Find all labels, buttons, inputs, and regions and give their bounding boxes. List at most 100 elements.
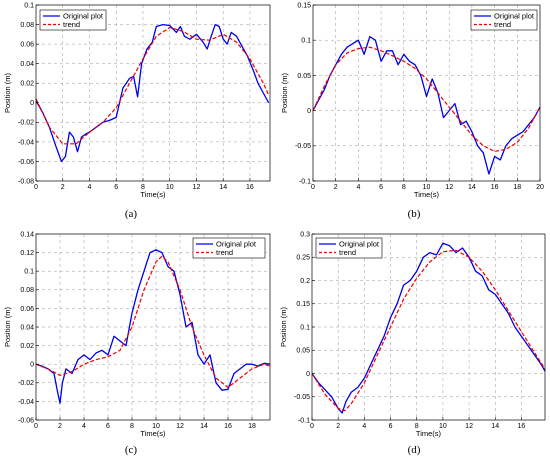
y-tick-label: 0.05 — [297, 73, 311, 80]
x-tick-label: 6 — [389, 423, 393, 430]
y-tick-label: 0.14 — [20, 231, 34, 238]
original-plot-line — [35, 249, 271, 404]
x-tick-label: 4 — [362, 423, 366, 430]
legend-box — [315, 237, 383, 259]
x-tick-label: 4 — [88, 184, 92, 191]
x-tick-label: 12 — [445, 184, 453, 191]
y-tick-label: -0.04 — [18, 399, 34, 406]
legend-label: trend — [63, 20, 80, 29]
y-tick-label: -0.02 — [18, 380, 34, 387]
y-tick-label: 0.06 — [20, 42, 34, 49]
y-tick-label: -0.1 — [299, 178, 311, 185]
y-tick-label: 0.02 — [20, 81, 34, 88]
plot-area — [36, 5, 270, 181]
y-tick-label: 0.1 — [24, 269, 34, 276]
x-tick-label: 12 — [176, 423, 184, 430]
trend-line — [312, 46, 541, 152]
x-axis-label: Time(s) — [140, 429, 166, 438]
x-tick-label: 18 — [513, 184, 521, 191]
y-tick-label: 0.12 — [20, 250, 34, 257]
x-tick-label: 16 — [224, 423, 232, 430]
x-tick-label: 8 — [130, 423, 134, 430]
y-tick-label: 0.02 — [20, 343, 34, 350]
y-tick-label: 0.04 — [20, 324, 34, 331]
x-tick-label: 16 — [246, 184, 254, 191]
y-tick-label: 0.15 — [297, 2, 311, 9]
legend-label: Original plot — [494, 12, 535, 21]
x-tick-label: 2 — [61, 184, 65, 191]
x-tick-label: 2 — [334, 184, 338, 191]
y-tick-label: 0.05 — [296, 348, 310, 355]
trend-line — [35, 26, 270, 145]
x-axis-label: Time(s) — [416, 429, 442, 438]
legend-label: trend — [494, 20, 511, 29]
y-tick-label: 0.1 — [300, 324, 310, 331]
x-axis-label: Time(s) — [414, 190, 440, 199]
y-tick-label: 0.08 — [20, 287, 34, 294]
y-tick-label: -0.05 — [295, 143, 311, 150]
chart-panel-4: 0 2 4 6 8 10 12 14 16 -0.1 -0.05 0 0.05 0.1 0.15 0.2 0.2… — [279, 231, 546, 456]
y-tick-label: -0.1 — [298, 417, 310, 424]
y-axis-label: Position (m) — [3, 306, 12, 347]
y-tick-label: -0.06 — [18, 417, 34, 424]
x-tick-label: 10 — [152, 423, 160, 430]
original-plot-line — [312, 36, 541, 175]
x-tick-label: 8 — [402, 184, 406, 191]
y-tick-label: 0 — [306, 371, 310, 378]
x-tick-label: 8 — [415, 423, 419, 430]
x-tick-label: 0 — [34, 184, 38, 191]
panel-caption: (a) — [125, 208, 138, 220]
y-tick-label: 0.08 — [20, 22, 34, 29]
y-axis-label: Position (m) — [3, 72, 12, 113]
chart-panel-3: 0 2 4 6 8 10 12 14 16 18 -0.06 -0.04 -0.02 0 0.02 0.04 0… — [3, 231, 271, 456]
legend-box — [39, 9, 107, 31]
x-tick-label: 14 — [200, 423, 208, 430]
original-plot-line — [311, 242, 546, 414]
legend-label: Original plot — [339, 240, 380, 249]
x-tick-label: 14 — [219, 184, 227, 191]
x-tick-label: 14 — [468, 184, 476, 191]
x-tick-label: 20 — [536, 184, 544, 191]
legend-label: trend — [216, 248, 233, 257]
x-tick-label: 8 — [141, 184, 145, 191]
chart-panel-1: 0 2 4 6 8 10 12 14 16 -0.08 -0.06 -0.04 -0.02 0 0.02 0.… — [3, 2, 271, 220]
y-tick-label: 0.1 — [24, 2, 34, 9]
chart-panel-2: 0 2 4 6 8 10 12 14 16 18 20 -0.1 -0.05 0 0.05 0.1 0.15 Ti… — [280, 2, 544, 220]
y-tick-label: -0.04 — [18, 139, 34, 146]
x-tick-label: 14 — [491, 423, 499, 430]
y-tick-label: -0.08 — [18, 178, 34, 185]
legend-label: trend — [339, 248, 356, 257]
x-tick-label: 10 — [423, 184, 431, 191]
y-tick-label: -0.05 — [294, 394, 310, 401]
x-tick-label: 10 — [166, 184, 174, 191]
y-tick-label: 0.15 — [296, 301, 310, 308]
y-tick-label: 0 — [30, 100, 34, 107]
x-axis-label: Time(s) — [140, 190, 166, 199]
x-tick-label: 6 — [379, 184, 383, 191]
legend-box — [470, 9, 538, 31]
y-tick-label: -0.06 — [18, 159, 34, 166]
x-tick-label: 12 — [193, 184, 201, 191]
x-tick-label: 16 — [518, 423, 526, 430]
x-tick-label: 0 — [34, 423, 38, 430]
panel-caption: (d) — [408, 444, 421, 456]
x-tick-label: 4 — [82, 423, 86, 430]
axes-frame — [35, 4, 271, 182]
legend-label: Original plot — [216, 240, 257, 249]
x-tick-label: 10 — [439, 423, 447, 430]
y-tick-label: 0.06 — [20, 306, 34, 313]
y-tick-label: 0.1 — [301, 38, 311, 45]
x-tick-label: 18 — [248, 423, 256, 430]
x-tick-label: 0 — [310, 423, 314, 430]
y-tick-label: 0.2 — [300, 278, 310, 285]
x-tick-label: 0 — [311, 184, 315, 191]
x-tick-label: 12 — [465, 423, 473, 430]
x-tick-label: 4 — [356, 184, 360, 191]
x-tick-label: 2 — [58, 423, 62, 430]
legend-label: Original plot — [63, 12, 104, 21]
